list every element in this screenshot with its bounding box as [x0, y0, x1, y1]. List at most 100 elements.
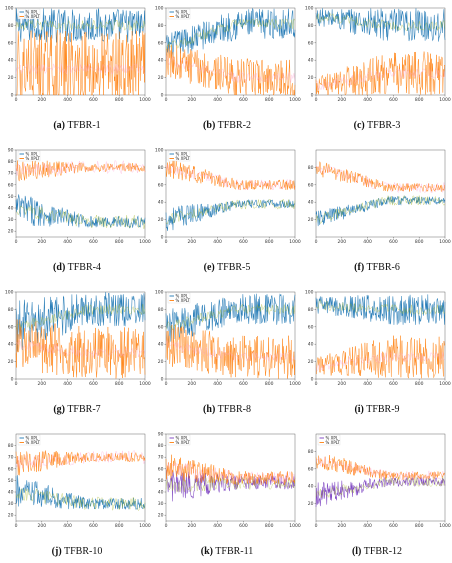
chart-svg: 0 200 400 600 800 100020406080 [302, 142, 452, 262]
x-tick-label: 1000 [439, 97, 451, 103]
y-tick-label: 0 [161, 235, 164, 241]
x-tick-label: 0 [315, 523, 318, 529]
series-line-1 [316, 294, 445, 324]
chart-panel-tfbr-1: 0 200 400 600 800 1000 0 20 40 60 80 100% XPL% XPLT… [2, 0, 152, 137]
chart-panel-tfbr-7: 0 200 400 600 800 1000 0 20 40 60 80 100 (g) TFBR-7 [2, 284, 152, 421]
chart-svg: 0 200 400 600 800 100020304050607080% XPL% XP… [2, 426, 152, 546]
y-tick-label: 20 [308, 217, 314, 223]
legend: % XPL% XPLT [168, 435, 190, 445]
x-tick-label: 0 [165, 523, 168, 529]
x-tick-label: 200 [338, 97, 347, 103]
caption-letter: (d) [53, 262, 65, 273]
x-tick-label: 200 [188, 381, 197, 387]
x-tick-label: 400 [363, 97, 372, 103]
y-tick-label: 100 [305, 6, 314, 12]
x-tick-label: 0 [315, 97, 318, 103]
x-tick-label: 200 [188, 97, 197, 103]
y-tick-label: 40 [308, 484, 314, 490]
series-line-2 [166, 324, 295, 378]
x-tick-label: 800 [415, 381, 424, 387]
series-line-1 [316, 8, 445, 41]
y-tick-label: 40 [308, 200, 314, 206]
series-line-1 [166, 469, 295, 502]
x-tick-label: 800 [265, 97, 274, 103]
x-tick-label: 1000 [439, 239, 451, 245]
y-tick-label: 60 [8, 40, 14, 46]
x-tick-label: 400 [363, 523, 372, 529]
series-line-2 [316, 455, 445, 480]
x-tick-label: 600 [239, 523, 248, 529]
axes-frame [166, 150, 295, 237]
y-tick-label: 20 [158, 359, 164, 365]
x-tick-label: 400 [363, 381, 372, 387]
y-tick-label: 80 [8, 307, 14, 313]
series-line-2 [316, 52, 445, 95]
caption-name: TFBR-1 [65, 120, 101, 131]
caption-letter: (h) [203, 404, 215, 415]
y-tick-label: 100 [155, 148, 164, 154]
y-tick-label: 20 [158, 513, 164, 519]
legend: % XPL% XPLT [168, 293, 190, 303]
x-tick-label: 200 [38, 381, 47, 387]
legend-label: % XPLT [176, 14, 191, 19]
x-tick-label: 200 [188, 239, 197, 245]
chart-panel-tfbr-2: 0 200 400 600 800 1000 0 20 40 60 80 100% XPL% XPLT… [152, 0, 302, 137]
series-line-2 [16, 451, 145, 476]
chart-panel-tfbr-12: 0 200 400 600 800 1000 20 40 60 80% XPL% XPLT (l) … [302, 426, 452, 563]
y-tick-label: 20 [8, 229, 14, 235]
chart-panel-tfbr-11: 0 200 400 600 800 1000 20 30 40 50 60 70 80 90% XPL% … [152, 426, 302, 563]
chart-svg: 0 200 400 600 800 1000 0 20 40 60 80 100 [302, 284, 452, 404]
chart-panel-tfbr-4: 0 200 400 600 800 1000 20 30 40 50 60 70 80 90% XPL% … [2, 142, 152, 279]
chart-svg: 0 200 400 600 800 10002030405060708090% XPL% … [152, 426, 302, 546]
x-tick-label: 1000 [289, 97, 301, 103]
x-tick-label: 1000 [139, 239, 151, 245]
chart-svg: 0 200 400 600 800 1000 0 20 40 60 80 100 [302, 0, 452, 120]
y-tick-label: 90 [158, 432, 164, 438]
y-tick-label: 50 [8, 194, 14, 200]
y-tick-label: 20 [308, 359, 314, 365]
series-line-2 [16, 30, 145, 95]
y-tick-label: 60 [308, 182, 314, 188]
caption-letter: (e) [204, 262, 215, 273]
x-tick-label: 1000 [289, 523, 301, 529]
caption-name: TFBR-4 [65, 262, 101, 273]
y-tick-label: 80 [158, 443, 164, 449]
x-tick-label: 1000 [289, 381, 301, 387]
y-tick-label: 20 [8, 359, 14, 365]
y-tick-label: 40 [8, 342, 14, 348]
legend: % XPL% XPLT [18, 9, 40, 19]
y-tick-label: 50 [158, 478, 164, 484]
y-tick-label: 0 [161, 377, 164, 383]
x-tick-label: 400 [63, 381, 72, 387]
legend: % XPL% XPLT [18, 435, 40, 445]
caption: (d) TFBR-4 [2, 262, 152, 273]
x-tick-label: 600 [89, 239, 98, 245]
y-tick-label: 80 [8, 159, 14, 165]
x-tick-label: 600 [239, 239, 248, 245]
x-tick-label: 0 [165, 381, 168, 387]
x-tick-label: 0 [15, 381, 18, 387]
caption: (l) TFBR-12 [302, 546, 452, 557]
y-tick-label: 20 [8, 75, 14, 81]
y-tick-label: 100 [5, 6, 14, 12]
caption-name: TFBR-3 [365, 120, 401, 131]
y-tick-label: 40 [308, 58, 314, 64]
caption-name: TFBR-7 [65, 404, 101, 415]
caption-letter: (a) [53, 120, 65, 131]
y-tick-label: 60 [158, 466, 164, 472]
caption-letter: (i) [354, 404, 363, 415]
x-tick-label: 800 [415, 239, 424, 245]
x-tick-label: 600 [89, 381, 98, 387]
x-tick-label: 1000 [139, 523, 151, 529]
x-tick-label: 200 [38, 97, 47, 103]
series-line-2 [166, 45, 295, 95]
x-tick-label: 1000 [289, 239, 301, 245]
y-tick-label: 60 [308, 40, 314, 46]
y-tick-label: 20 [158, 75, 164, 81]
x-tick-label: 400 [63, 97, 72, 103]
x-tick-label: 400 [213, 97, 222, 103]
legend: % XPL% XPLT [168, 151, 190, 161]
